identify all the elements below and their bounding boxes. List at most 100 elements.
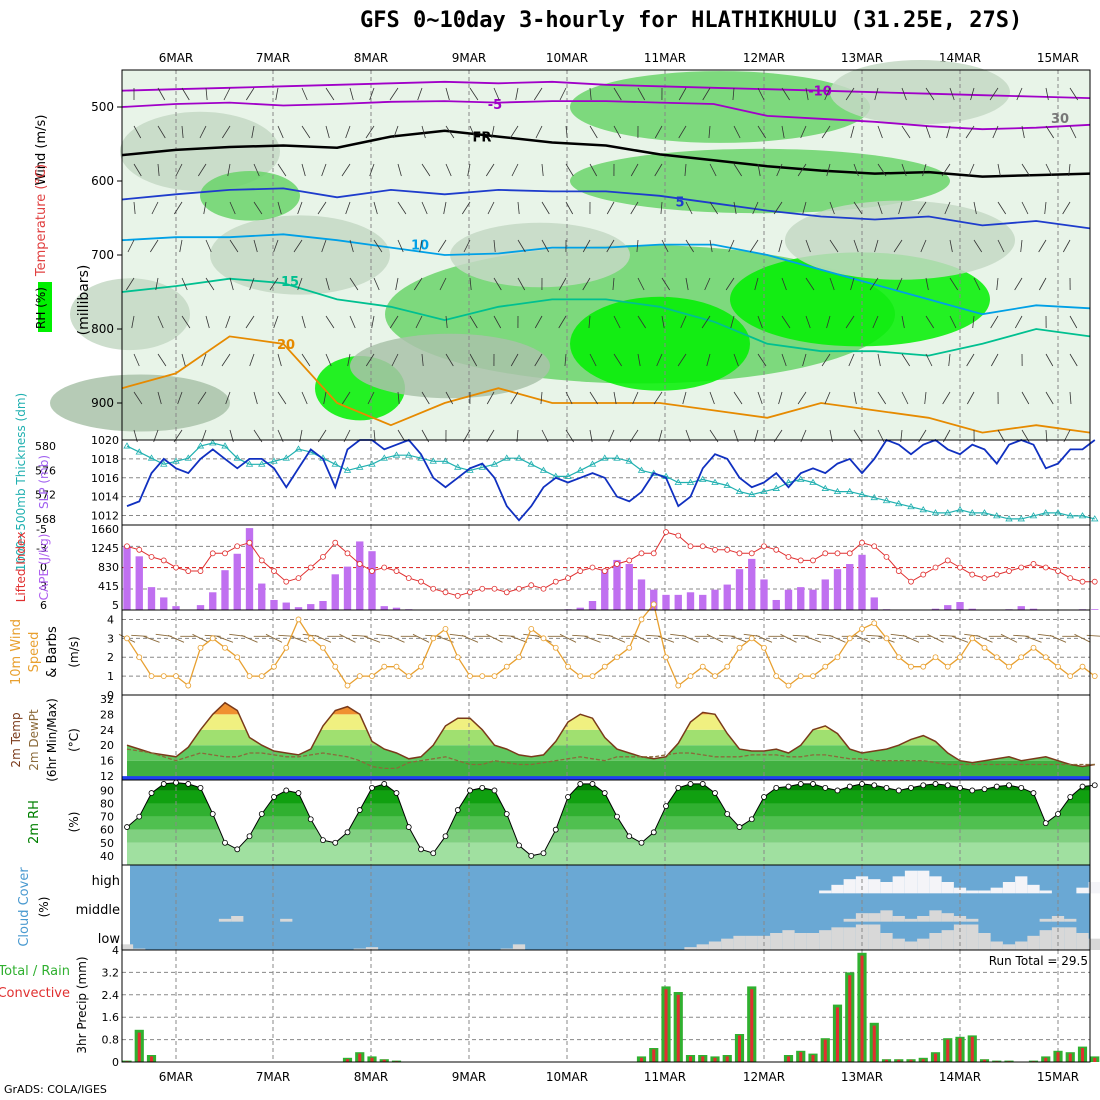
lifted-index-marker — [271, 568, 277, 574]
lifted-index-marker — [356, 561, 363, 567]
y-axis-label-cloud-1: Cloud Cover — [17, 867, 32, 947]
wind-barb-10m — [339, 633, 356, 643]
cloud-middle-cell — [1064, 918, 1077, 922]
cloud-low-cell — [819, 930, 832, 950]
wind-barb-10m — [167, 634, 185, 643]
wind-barb — [778, 391, 783, 405]
rh-marker — [1018, 784, 1025, 791]
wind-barb — [253, 201, 263, 215]
wind-barb — [253, 163, 260, 177]
wind-barb — [896, 277, 903, 291]
wind-speed-marker — [969, 635, 976, 642]
wind-barb — [589, 353, 597, 367]
wind-barb-10m — [976, 634, 993, 643]
wind-barb — [277, 201, 282, 215]
y-axis-label-wind-2: Speed — [27, 632, 42, 673]
y-tick-label-cape: 1245 — [91, 542, 119, 555]
wind-barb — [175, 163, 183, 177]
wind-barb-10m — [1013, 634, 1030, 637]
wind-barb — [682, 391, 687, 405]
wind-barb-10m — [510, 635, 528, 643]
wind-barb — [877, 163, 887, 177]
thickness-marker — [686, 478, 695, 485]
y-tick-label-temp: 20 — [100, 739, 114, 752]
thickness-marker — [331, 460, 339, 467]
wind-barb — [704, 277, 711, 291]
wind-barb — [653, 391, 663, 405]
wind-barb — [997, 239, 1005, 253]
cloud-high-cell — [941, 882, 954, 894]
wind-barb — [325, 125, 330, 139]
wind-barb — [181, 315, 191, 329]
wind-barb — [925, 125, 931, 139]
cloud-high-cell — [1027, 884, 1040, 894]
wind-barb — [347, 353, 351, 367]
isotherm-label: 15 — [281, 275, 299, 290]
lifted-index-marker — [1042, 564, 1049, 571]
wind-barb — [732, 87, 735, 101]
wind-barb — [1062, 239, 1071, 253]
lifted-index-marker — [320, 553, 326, 560]
wind-speed-marker — [393, 663, 400, 670]
cape-bar — [1091, 609, 1099, 610]
wind-barb — [661, 239, 669, 253]
wind-barb-10m — [829, 634, 846, 643]
wind-speed-marker — [797, 673, 804, 680]
thickness-marker — [907, 503, 915, 510]
wind-speed-marker — [332, 663, 339, 670]
rh-marker — [748, 816, 755, 823]
rh-marker — [1079, 783, 1086, 790]
wind-barb — [201, 353, 207, 367]
precip-convective-bar — [750, 989, 754, 1062]
wind-barb — [678, 125, 687, 139]
cloud-high-cell — [868, 879, 881, 894]
thickness-marker — [1029, 512, 1038, 519]
wind-barb — [1069, 391, 1072, 405]
wind-barb — [133, 201, 136, 215]
rh-marker — [222, 839, 228, 846]
wind-speed-marker — [271, 663, 277, 670]
wind-barb — [848, 353, 855, 367]
cloud-middle-cell — [218, 918, 232, 922]
thickness-marker — [576, 466, 584, 473]
rh-marker — [761, 794, 767, 800]
wind-speed-marker — [871, 620, 878, 627]
wind-barb — [901, 163, 907, 177]
wind-barb — [730, 315, 735, 329]
wind-barb — [942, 391, 951, 405]
wind-barb — [824, 87, 831, 101]
x-tick-label-bottom: 15MAR — [1037, 1070, 1079, 1084]
legend-wind: Wind (m/s) — [34, 115, 49, 186]
rh-marker — [552, 826, 559, 833]
rh-marker — [160, 781, 167, 787]
lifted-index-marker — [748, 550, 755, 557]
wind-barb — [677, 353, 687, 367]
wind-barb-10m — [314, 634, 332, 643]
wind-barb — [325, 277, 330, 291]
wind-speed-marker — [320, 644, 326, 651]
wind-barb — [872, 315, 879, 329]
precip-convective-bar — [345, 1059, 350, 1062]
wind-barb — [487, 201, 495, 215]
cloud-high-cell — [831, 884, 844, 894]
precip-convective-bar — [970, 1036, 974, 1062]
lifted-index-marker — [785, 553, 792, 560]
wind-barb — [781, 315, 791, 329]
cape-bar — [588, 601, 597, 610]
y-tick-label-cape: 1660 — [91, 523, 119, 536]
precip-convective-bar — [1068, 1053, 1072, 1062]
run-total-label: Run Total = 29.5 — [989, 954, 1088, 968]
y-tick-label-cloud: middle — [76, 903, 120, 918]
wind-barb — [445, 315, 448, 329]
y-tick-label-slp: 1012 — [91, 510, 119, 523]
lifted-index-marker — [1079, 578, 1086, 585]
lifted-index-marker — [577, 568, 584, 574]
wind-barb — [589, 163, 598, 177]
wind-barb — [181, 353, 186, 367]
thickness-marker — [343, 466, 352, 473]
wind-barb — [781, 353, 787, 367]
cloud-low-cell — [721, 938, 734, 950]
wind-barb — [181, 277, 188, 291]
x-tick-label-top: 9MAR — [452, 51, 487, 65]
cloud-low-cell — [868, 924, 881, 950]
